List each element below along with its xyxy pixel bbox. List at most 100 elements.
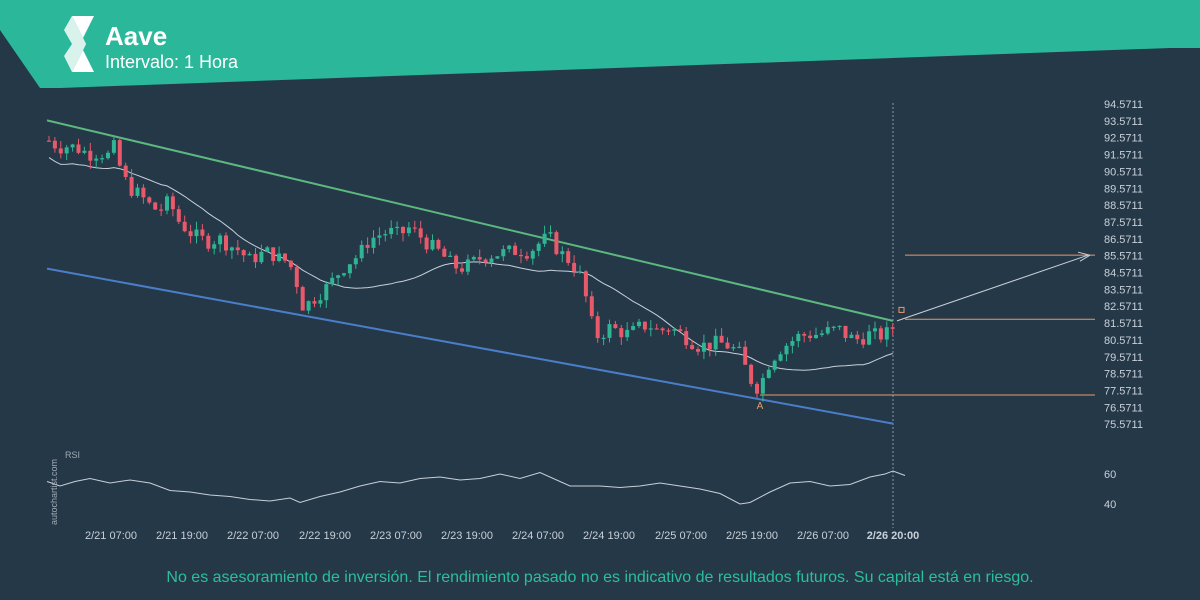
candle-body xyxy=(365,244,370,248)
price-tick-label: 77.5711 xyxy=(1104,385,1143,397)
candle-body xyxy=(719,335,724,343)
resistance-line xyxy=(46,119,894,322)
candle-body xyxy=(678,329,683,332)
header-band xyxy=(0,0,1200,88)
candle-body xyxy=(100,158,105,160)
candle-body xyxy=(731,347,736,349)
rsi-label: RSI xyxy=(65,450,80,460)
price-tick-label: 84.5711 xyxy=(1104,268,1143,280)
candle-body xyxy=(235,247,240,251)
candle-body xyxy=(383,234,388,236)
candle-body xyxy=(218,235,223,245)
candle-body xyxy=(483,259,488,263)
candle-body xyxy=(554,232,559,255)
candle-body xyxy=(725,342,730,349)
candle-body xyxy=(324,284,329,301)
candle-body xyxy=(701,342,706,352)
candle-body xyxy=(772,360,777,370)
candle-body xyxy=(76,144,81,153)
candle-body xyxy=(524,256,529,259)
candle-body xyxy=(406,227,411,234)
candle-body xyxy=(312,301,317,304)
candle-body xyxy=(106,152,110,159)
candle-body xyxy=(619,328,624,338)
interval-subtitle: Intervalo: 1 Hora xyxy=(105,52,239,72)
candle-body xyxy=(188,231,193,237)
candle-body xyxy=(424,237,429,250)
price-tick-label: 93.5711 xyxy=(1104,116,1143,128)
candle-body xyxy=(749,364,754,384)
candle-body xyxy=(878,328,883,340)
candle-body xyxy=(542,233,547,244)
candle-body xyxy=(229,247,234,251)
disclaimer-text: No es asesoramiento de inversión. El ren… xyxy=(166,569,1033,586)
candle-body xyxy=(306,301,311,311)
candle-body xyxy=(766,369,771,378)
candles xyxy=(47,135,895,402)
candle-body xyxy=(583,271,588,297)
candle-body xyxy=(660,328,665,331)
projection-arrow-head xyxy=(1077,251,1091,262)
pattern-lines: A xyxy=(46,103,1095,528)
candle-body xyxy=(241,250,246,256)
candle-body xyxy=(271,247,276,261)
time-tick-label: 2/22 19:00 xyxy=(299,530,351,542)
candle-body xyxy=(194,229,199,237)
candle-body xyxy=(578,271,582,273)
candle-body xyxy=(88,150,93,161)
candle-body xyxy=(288,260,293,268)
candle-body xyxy=(342,273,346,276)
support-line xyxy=(46,267,894,425)
candle-body xyxy=(884,327,889,340)
candle-body xyxy=(471,257,476,260)
time-tick-label: 2/23 07:00 xyxy=(370,530,422,542)
candle-body xyxy=(253,253,258,263)
candle-body xyxy=(330,277,335,285)
candle-body xyxy=(696,349,700,352)
candle-body xyxy=(519,254,523,257)
candle-body xyxy=(300,287,305,311)
watermark: autochartist.com xyxy=(49,459,59,525)
candle-body xyxy=(58,148,63,154)
price-tick-label: 92.5711 xyxy=(1104,133,1143,145)
price-tick-label: 80.5711 xyxy=(1104,335,1143,347)
candle-body xyxy=(625,329,630,338)
price-tick-label: 90.5711 xyxy=(1104,166,1143,178)
candle-body xyxy=(802,333,807,336)
candle-body xyxy=(247,253,252,256)
candle-body xyxy=(861,339,866,345)
candle-body xyxy=(713,335,718,350)
candle-body xyxy=(153,202,158,210)
price-tick-label: 81.5711 xyxy=(1104,318,1143,330)
candle-body xyxy=(259,251,264,263)
candle-body xyxy=(530,250,535,259)
candle-body xyxy=(418,228,423,238)
candle-body xyxy=(607,324,612,338)
candle-body xyxy=(170,196,175,210)
candle-body xyxy=(536,243,541,251)
candle-body xyxy=(52,140,57,149)
candle-body xyxy=(507,245,512,250)
candle-body xyxy=(873,328,877,332)
candle-body xyxy=(513,245,518,255)
candle-body xyxy=(808,335,813,339)
time-tick-label: 2/23 19:00 xyxy=(441,530,493,542)
candle-body xyxy=(377,235,382,238)
candle-body xyxy=(70,144,75,148)
candle-body xyxy=(849,334,854,339)
candle-body xyxy=(666,330,671,332)
candle-body xyxy=(843,325,848,339)
candle-body xyxy=(401,226,405,234)
candle-body xyxy=(831,326,836,328)
candle-body xyxy=(141,187,146,198)
candle-body xyxy=(489,258,494,263)
price-tick-label: 83.5711 xyxy=(1104,284,1143,296)
candle-body xyxy=(135,187,140,196)
candle-body xyxy=(613,324,618,329)
price-tick-label: 85.5711 xyxy=(1104,251,1143,263)
candle-body xyxy=(182,221,187,232)
candle-body xyxy=(47,140,51,142)
candle-body xyxy=(737,346,742,348)
